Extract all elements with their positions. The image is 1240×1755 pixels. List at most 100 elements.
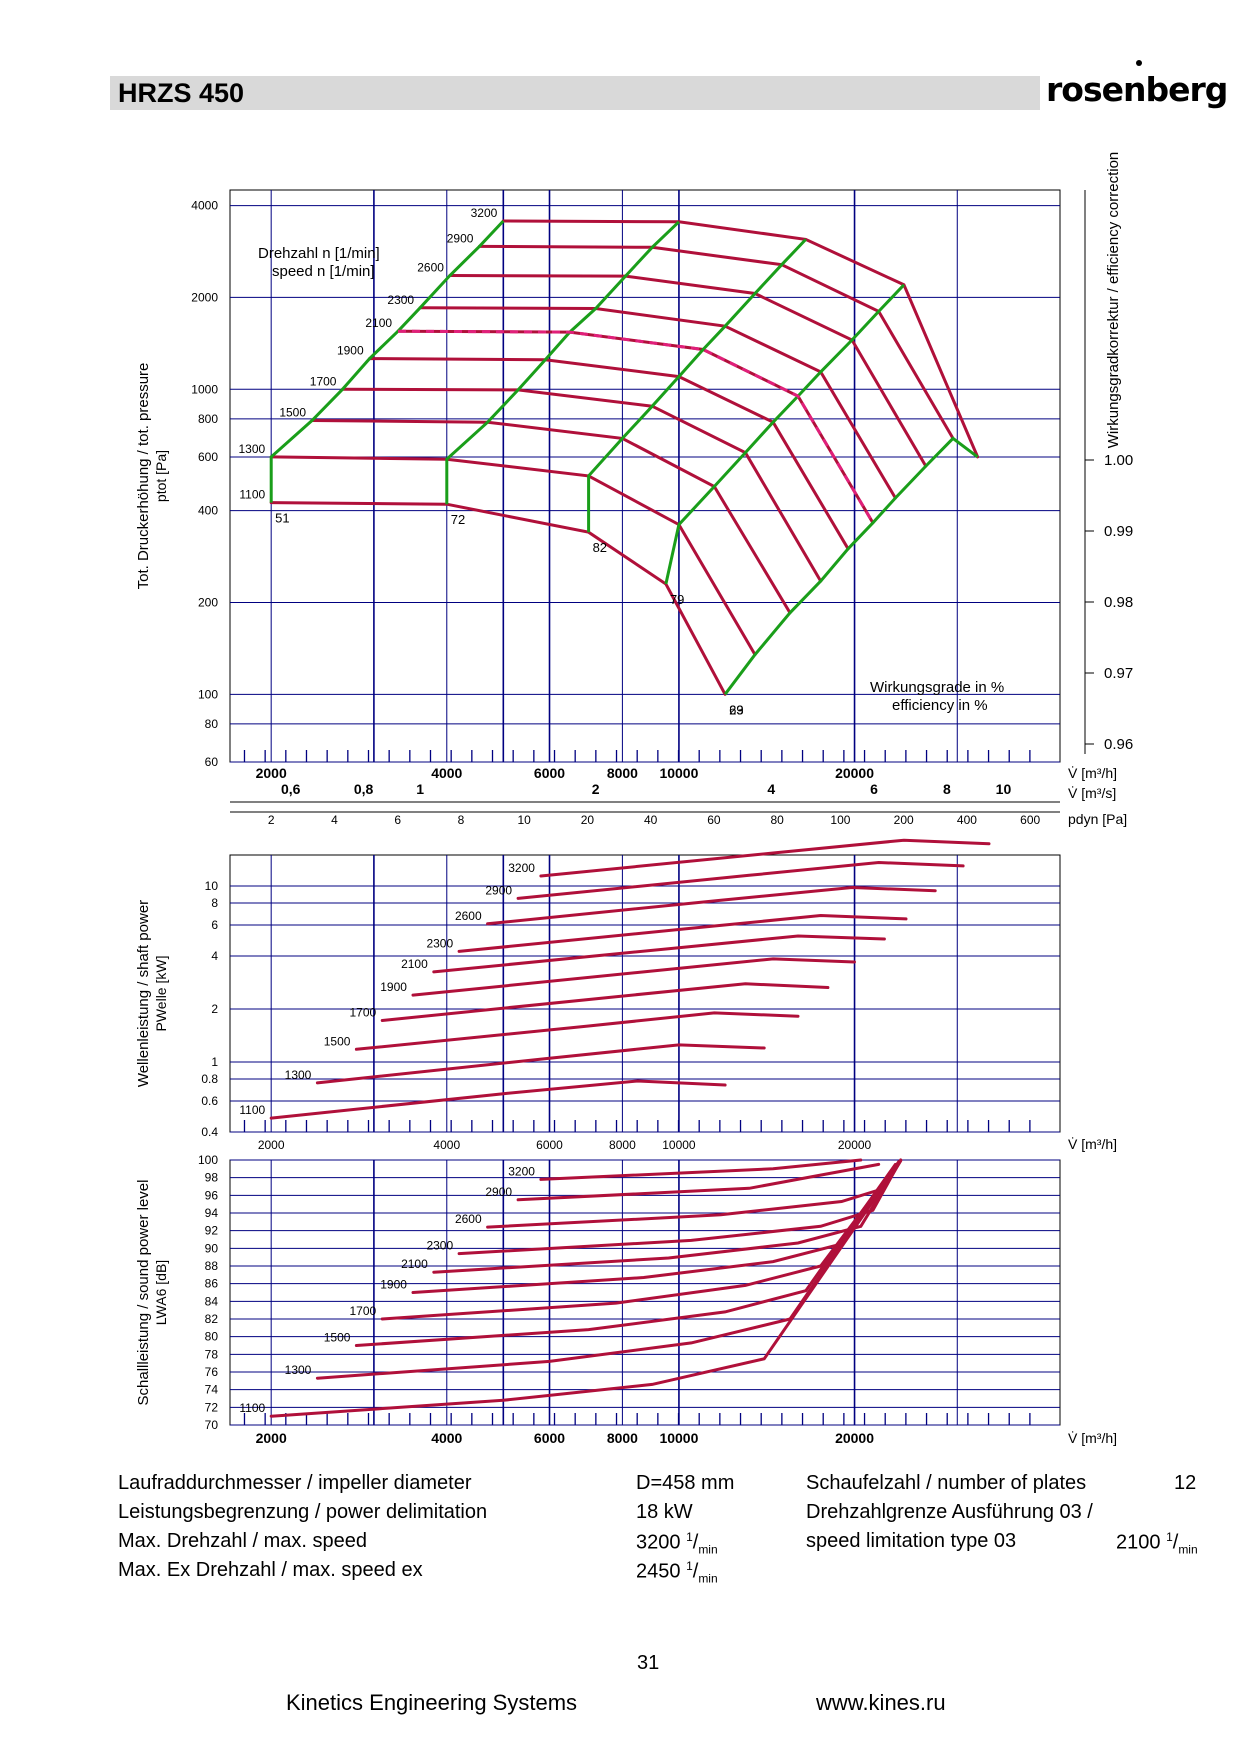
efficiency-value: 79 (670, 592, 684, 607)
x3-tick-label: 8 (458, 813, 465, 827)
efficiency-line (723, 436, 979, 696)
y-tick-label: 80 (205, 1330, 219, 1344)
y-tick-label: 100 (198, 1153, 218, 1167)
y-tick-label: 2 (211, 1002, 218, 1016)
x2-tick-label: 2 (592, 781, 600, 797)
y-tick-label: 70 (205, 1418, 219, 1432)
y-axis-label: Tot. Druckerhöhung / tot. pressure (135, 363, 152, 590)
limit-value: 2100 1/min (1116, 1530, 1198, 1557)
x3-tick-label: 10 (517, 813, 531, 827)
x-tick-label: 4000 (431, 765, 462, 781)
series-line (432, 1159, 903, 1274)
plates-value: 12 (1174, 1472, 1197, 1494)
series-label: 2300 (426, 1239, 453, 1253)
y-tick-label: 76 (205, 1365, 219, 1379)
y-tick-label: 0.4 (201, 1125, 218, 1139)
maxspeed-number: 3200 (636, 1531, 681, 1554)
x-axis-label: V̇ [m³/h] (1068, 765, 1117, 781)
series-line (341, 387, 823, 583)
series-line (516, 860, 965, 900)
power-value: 18 kW (636, 1501, 693, 1523)
y-axis-label: Schallleistung / sound power level (135, 1180, 152, 1406)
x2-tick-label: 4 (767, 781, 775, 797)
series-line (269, 1079, 727, 1120)
right-tick-label: 0.97 (1104, 665, 1133, 682)
x3-tick-label: 20 (581, 813, 595, 827)
series-line (501, 219, 980, 459)
limit-number: 2100 (1116, 1531, 1161, 1554)
series-label: 2100 (365, 316, 392, 330)
x3-tick-label: 4 (331, 813, 338, 827)
series-line (380, 982, 830, 1022)
header-bar (110, 76, 1040, 110)
unit-sup: 1 (686, 1559, 693, 1573)
series-label: 3200 (508, 861, 535, 875)
x2-tick-label: 8 (943, 781, 951, 797)
x-tick-label: 20000 (835, 1430, 874, 1446)
y-tick-label: 88 (205, 1259, 219, 1273)
impeller-value: D=458 mm (636, 1472, 735, 1494)
series-line (457, 1158, 903, 1256)
x3-tick-label: 100 (830, 813, 850, 827)
x2-tick-label: 6 (870, 781, 878, 797)
series-label: 1100 (239, 1103, 265, 1117)
x-tick-label: 6000 (534, 1430, 565, 1446)
series-label: 1300 (285, 1068, 312, 1082)
efficiency-line (445, 220, 680, 505)
x3-tick-label: 600 (1020, 813, 1040, 827)
y-tick-label: 6 (211, 918, 218, 932)
exspeed-label: Max. Ex Drehzahl / max. speed ex (118, 1559, 423, 1581)
x-tick-label: 4000 (431, 1430, 462, 1446)
y-axis-symbol: PWelle [kW] (153, 956, 169, 1032)
x-tick-label: 2000 (256, 1430, 287, 1446)
series-line (486, 885, 937, 926)
y-tick-label: 10 (205, 879, 219, 893)
y-tick-label: 74 (205, 1383, 219, 1397)
series-line (315, 1164, 897, 1380)
series-label: 2900 (447, 231, 474, 245)
y-tick-label: 92 (205, 1224, 219, 1238)
series-label: 3200 (508, 1164, 535, 1178)
x3-axis-label: pdyn [Pa] (1068, 811, 1127, 827)
series-label: 1900 (380, 1278, 407, 1292)
right-axis-label: Wirkungsgradkorrektur / efficiency corre… (1105, 152, 1122, 449)
series-label: 2100 (401, 957, 428, 971)
series-label: 1100 (239, 488, 265, 502)
limit-label-2: speed limitation type 03 (806, 1530, 1017, 1552)
y-tick-label: 84 (205, 1294, 219, 1308)
x3-tick-label: 2 (268, 813, 275, 827)
y-tick-label: 0.8 (201, 1072, 218, 1086)
series-label: 2600 (455, 1212, 482, 1226)
x-tick-label: 20000 (838, 1138, 872, 1152)
y-axis-symbol: LWA6 [dB] (153, 1260, 169, 1325)
x-tick-label: 2000 (256, 765, 287, 781)
right-tick-label: 0.99 (1104, 523, 1133, 540)
y-axis-symbol: ptot [Pa] (153, 450, 169, 502)
x-tick-label: 10000 (659, 1430, 698, 1446)
y-tick-label: 2000 (191, 290, 218, 304)
unit-sub: min (698, 1542, 718, 1557)
series-label: 2600 (455, 909, 482, 923)
series-label: 1700 (310, 374, 337, 388)
y-tick-label: 8 (211, 896, 218, 910)
power-label: Leistungsbegrenzung / power delimitation (118, 1501, 488, 1523)
series-line (354, 1011, 800, 1051)
efficiency-value: 82 (593, 540, 607, 555)
maxspeed-label: Max. Drehzahl / max. speed (118, 1530, 367, 1552)
maxspeed-value: 3200 1/min (636, 1530, 718, 1557)
series-line (354, 1162, 897, 1347)
series-line (432, 934, 886, 974)
series-line (269, 455, 757, 657)
series-label: 3200 (471, 206, 498, 220)
series-label: 1100 (239, 1401, 265, 1415)
y-tick-label: 94 (205, 1206, 219, 1220)
efficiency-label-de: Wirkungsgrade in % (870, 679, 1004, 696)
y-tick-label: 60 (205, 755, 219, 769)
y-tick-label: 0.6 (201, 1094, 218, 1108)
efficiency-line (587, 238, 807, 533)
unit-sup: 1 (686, 1530, 693, 1544)
x3-tick-label: 40 (644, 813, 658, 827)
series-label: 2100 (401, 1257, 428, 1271)
series-label: 2600 (417, 261, 444, 275)
page-number: 31 (637, 1652, 660, 1674)
